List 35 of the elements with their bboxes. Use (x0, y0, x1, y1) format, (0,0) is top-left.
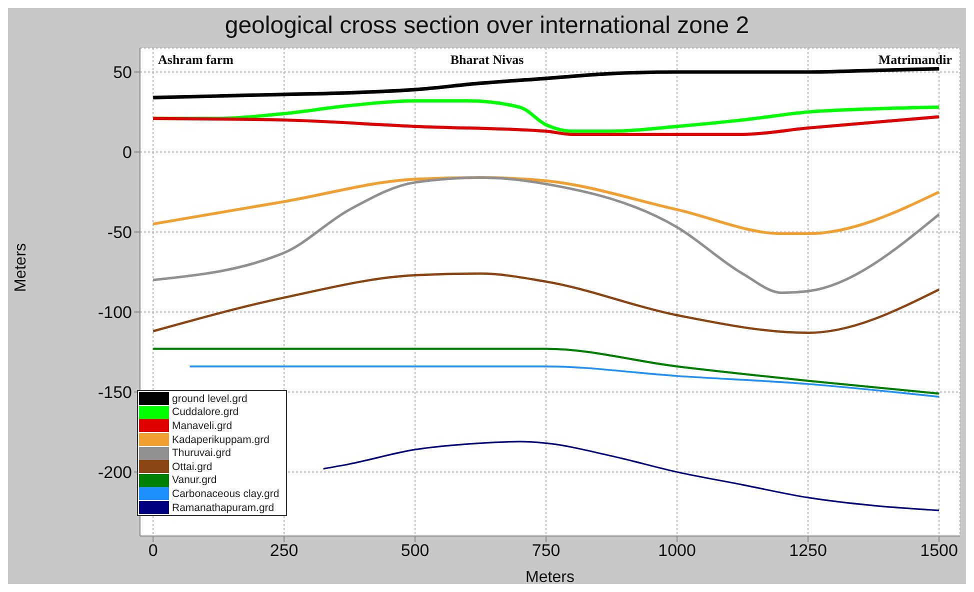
x-tick-label: 500 (400, 541, 430, 560)
line-series (152, 176, 940, 294)
legend-label: Manaveli.grd (172, 420, 232, 432)
legend-label: ground level.grd (172, 392, 248, 405)
x-tick-label: 750 (532, 541, 560, 560)
y-tick-label: -100 (98, 303, 132, 322)
legend-label: Carbonaceous clay.grd (172, 488, 280, 500)
y-tick-label: 50 (113, 63, 132, 82)
line-series (152, 176, 940, 236)
annotation: Ashram farm (158, 52, 234, 67)
x-tick-label: 1500 (920, 541, 958, 560)
line-series (151, 67, 941, 100)
y-tick-label: 0 (122, 143, 132, 162)
line-series (152, 115, 941, 136)
legend-label: Ottai.grd (172, 460, 212, 473)
legend-label: Ramanathapuram.grd (172, 502, 274, 514)
y-tick-label: -150 (98, 383, 132, 402)
y-axis-title: Meters (12, 243, 30, 292)
line-series (152, 348, 940, 395)
annotation: Matrimandir (878, 52, 952, 67)
y-tick-label: -50 (107, 223, 132, 242)
legend-label: Thuruvai.grd (172, 447, 231, 460)
x-tick-label: 1250 (789, 541, 827, 560)
x-axis-title: Meters (526, 569, 574, 586)
chart-title: geological cross section over international zone 2 (224, 11, 750, 41)
x-tick-label: 250 (270, 541, 298, 560)
legend-label: Cuddalore.grd (172, 406, 239, 418)
line-series (322, 440, 940, 512)
legend-label: Vanur.grd (172, 474, 217, 486)
annotation: Bharat Nivas (450, 52, 524, 67)
y-tick-label: -200 (98, 463, 132, 482)
x-tick-label: 0 (148, 541, 158, 560)
x-tick-label: 1000 (658, 541, 696, 560)
line-series (152, 272, 940, 334)
legend-label: Kadaperikuppam.grd (172, 434, 270, 446)
